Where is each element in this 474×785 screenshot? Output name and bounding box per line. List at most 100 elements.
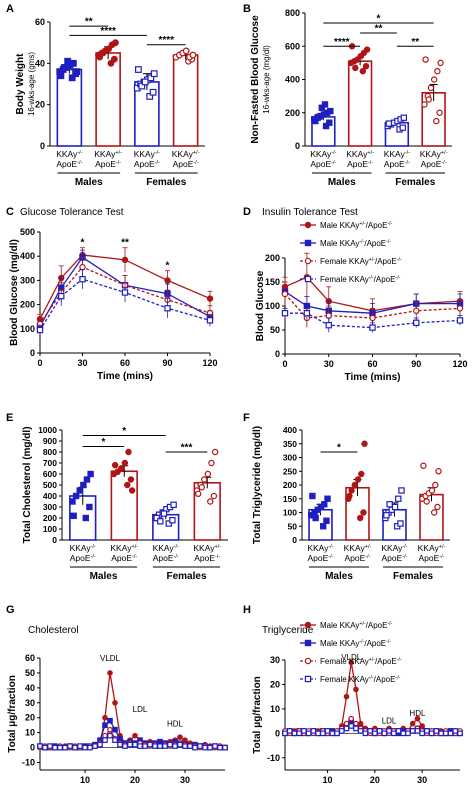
y-tick-label: 0 bbox=[52, 535, 57, 545]
series-line bbox=[39, 266, 211, 325]
data-point bbox=[149, 88, 157, 96]
superscript: -/- bbox=[174, 554, 179, 560]
data-point bbox=[395, 728, 402, 734]
data-point bbox=[197, 743, 203, 749]
category-label-line1: KKAy-/- bbox=[153, 543, 179, 553]
superscript: -/- bbox=[77, 160, 82, 166]
bar bbox=[347, 60, 373, 147]
data-point bbox=[420, 462, 427, 469]
data-point bbox=[427, 84, 435, 92]
x-tick-label: 120 bbox=[202, 358, 217, 368]
data-point bbox=[359, 67, 367, 75]
data-point bbox=[428, 487, 436, 494]
annotation: * bbox=[166, 261, 170, 272]
data-point bbox=[73, 68, 81, 76]
data-point bbox=[150, 70, 158, 78]
data-point bbox=[351, 481, 359, 489]
data-point bbox=[182, 737, 188, 743]
data-point bbox=[42, 744, 48, 751]
data-point bbox=[124, 481, 131, 489]
superscript: -/- bbox=[397, 657, 402, 663]
y-tick-label: 400 bbox=[285, 75, 300, 85]
superscript: +/- bbox=[365, 544, 372, 550]
significance-label: *** bbox=[181, 443, 193, 454]
data-point bbox=[291, 730, 298, 737]
data-point bbox=[369, 324, 376, 331]
data-point bbox=[428, 730, 435, 737]
y-axis-label: Total Triglyceride (mg/dl) bbox=[252, 426, 263, 544]
text-span: ApoE bbox=[56, 159, 77, 169]
data-point bbox=[413, 319, 420, 327]
y-tick-label: 20 bbox=[25, 713, 35, 723]
data-point bbox=[434, 67, 441, 75]
category-label-line1: KKAy+/- bbox=[193, 543, 221, 553]
group-label-males: Males bbox=[325, 571, 353, 582]
data-point bbox=[334, 730, 340, 737]
data-point bbox=[282, 730, 288, 737]
data-point bbox=[127, 476, 135, 483]
data-point bbox=[329, 730, 336, 737]
data-point bbox=[69, 59, 77, 67]
y-tick-label: 100 bbox=[20, 324, 35, 334]
data-point bbox=[207, 498, 214, 505]
superscript: -/- bbox=[386, 639, 391, 645]
legend-cd: Male KKAy+/-/ApoE-/-Male KKAy-/-/ApoE-/-… bbox=[300, 221, 402, 284]
data-point bbox=[409, 728, 416, 734]
category-label-line1: KKAy+/- bbox=[94, 149, 122, 159]
data-point bbox=[97, 741, 103, 748]
category-label-line2: ApoE-/- bbox=[153, 553, 179, 563]
data-point bbox=[395, 495, 402, 502]
data-point bbox=[390, 730, 397, 737]
data-point bbox=[60, 64, 68, 71]
text-span: ApoE bbox=[134, 159, 155, 169]
y-axis-sublabel: 16-wks-age (gms) bbox=[27, 52, 36, 116]
data-point bbox=[301, 728, 307, 734]
x-tick-label: 60 bbox=[120, 358, 130, 368]
data-point bbox=[422, 56, 429, 63]
superscript: +/- bbox=[369, 257, 375, 263]
panel-letter-g: G bbox=[6, 604, 15, 616]
category-label-line2: ApoE-/- bbox=[347, 159, 373, 169]
significance-label: * bbox=[122, 426, 126, 437]
data-point bbox=[172, 743, 178, 749]
data-point bbox=[152, 743, 158, 749]
superscript: -/- bbox=[331, 160, 336, 166]
panel-f-triglyceride: 0 50 100 150 200 250 300 350 400 Total Triglyceri… bbox=[252, 425, 450, 582]
text-span: /ApoE bbox=[375, 257, 397, 266]
text-span: KKAy bbox=[134, 149, 156, 159]
significance-label: ** bbox=[411, 37, 419, 48]
category-label-line1: KKAy+/- bbox=[418, 543, 446, 553]
annotation: * bbox=[81, 238, 85, 249]
category-label-line1: KKAy-/- bbox=[310, 149, 336, 159]
data-point bbox=[414, 728, 421, 734]
group-label-males: Males bbox=[75, 177, 103, 188]
y-tick-label: -10 bbox=[22, 758, 35, 768]
data-point bbox=[121, 289, 129, 296]
data-point bbox=[353, 725, 359, 732]
superscript: -/- bbox=[395, 675, 400, 681]
panel-letter-d: D bbox=[243, 206, 251, 218]
data-point bbox=[211, 448, 219, 456]
data-point bbox=[348, 715, 355, 722]
text-span: KKAy bbox=[310, 149, 332, 159]
data-point bbox=[210, 492, 218, 500]
data-point bbox=[167, 741, 173, 748]
data-point bbox=[57, 744, 63, 751]
text-span: /ApoE bbox=[366, 221, 388, 230]
annotation: VLDL bbox=[341, 653, 362, 662]
y-tick-label: 0 bbox=[30, 348, 35, 358]
superscript: -/- bbox=[369, 275, 374, 281]
panel-letter-e: E bbox=[6, 412, 13, 424]
superscript: -/- bbox=[331, 150, 336, 156]
data-point bbox=[296, 730, 302, 737]
data-point bbox=[433, 117, 440, 125]
data-point bbox=[319, 523, 327, 530]
data-point bbox=[369, 314, 376, 322]
y-tick-label: 600 bbox=[43, 469, 57, 479]
legend-marker bbox=[304, 239, 312, 247]
y-tick-label: 700 bbox=[43, 458, 57, 468]
text-span: KKAy bbox=[418, 543, 440, 553]
y-tick-label: 800 bbox=[43, 447, 57, 457]
data-point bbox=[456, 317, 464, 324]
